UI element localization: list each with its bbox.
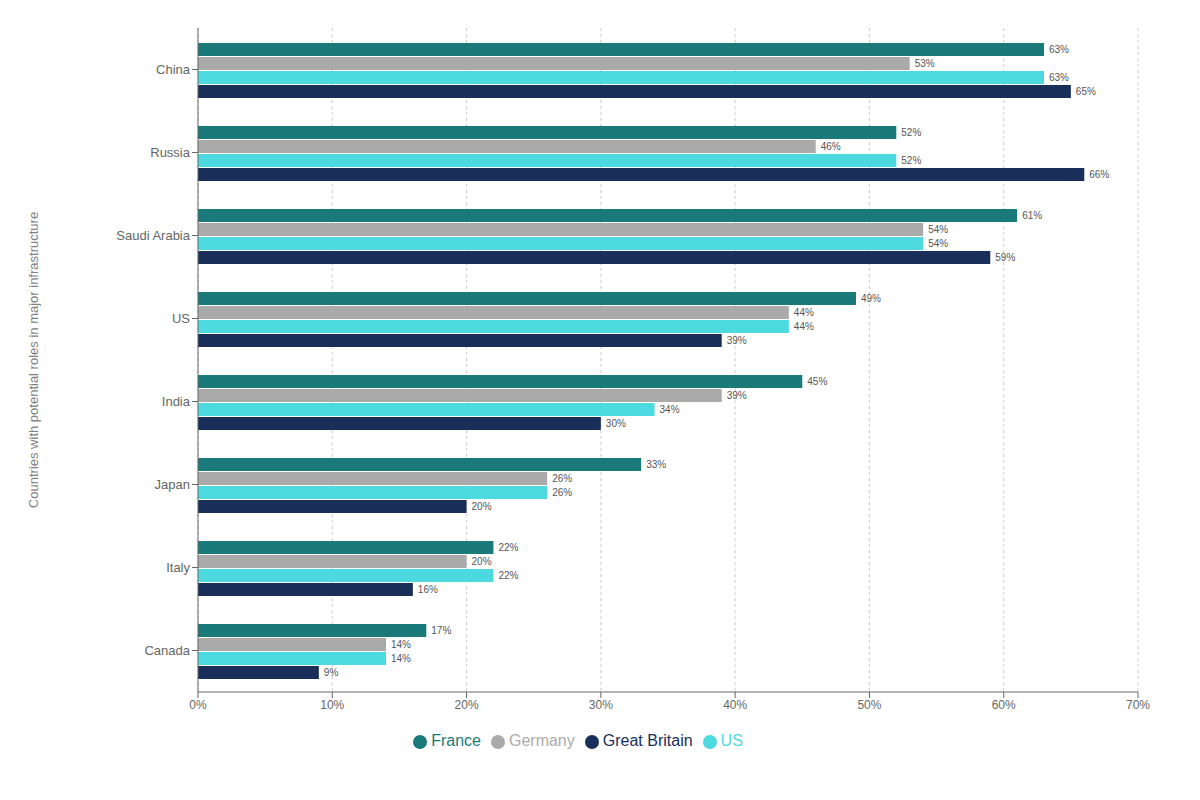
svg-text:26%: 26% bbox=[552, 487, 572, 498]
svg-text:40%: 40% bbox=[723, 698, 747, 712]
svg-text:14%: 14% bbox=[391, 653, 411, 664]
svg-text:70%: 70% bbox=[1126, 698, 1150, 712]
svg-text:9%: 9% bbox=[324, 667, 339, 678]
svg-text:20%: 20% bbox=[472, 501, 492, 512]
svg-text:Canada: Canada bbox=[144, 643, 190, 658]
svg-text:39%: 39% bbox=[727, 335, 747, 346]
svg-text:20%: 20% bbox=[455, 698, 479, 712]
svg-text:50%: 50% bbox=[857, 698, 881, 712]
svg-text:59%: 59% bbox=[995, 252, 1015, 263]
svg-text:63%: 63% bbox=[1049, 72, 1069, 83]
html-text:Germany: Germany bbox=[509, 732, 575, 749]
svg-text:22%: 22% bbox=[498, 570, 518, 581]
svg-text:16%: 16% bbox=[418, 584, 438, 595]
svg-text:49%: 49% bbox=[861, 293, 881, 304]
svg-text:14%: 14% bbox=[391, 639, 411, 650]
svg-text:30%: 30% bbox=[589, 698, 613, 712]
html-text:France: France bbox=[431, 732, 481, 749]
svg-text:44%: 44% bbox=[794, 307, 814, 318]
svg-text:22%: 22% bbox=[498, 542, 518, 553]
svg-text:Saudi Arabia: Saudi Arabia bbox=[116, 228, 190, 243]
svg-text:61%: 61% bbox=[1022, 210, 1042, 221]
svg-text:44%: 44% bbox=[794, 321, 814, 332]
svg-text:US: US bbox=[172, 311, 190, 326]
svg-text:52%: 52% bbox=[901, 127, 921, 138]
svg-text:India: India bbox=[162, 394, 191, 409]
svg-text:Countries with potential roles: Countries with potential roles in major … bbox=[26, 212, 41, 508]
svg-text:Italy: Italy bbox=[166, 560, 190, 575]
svg-text:39%: 39% bbox=[727, 390, 747, 401]
svg-text:33%: 33% bbox=[646, 459, 666, 470]
svg-text:65%: 65% bbox=[1076, 86, 1096, 97]
svg-text:66%: 66% bbox=[1089, 169, 1109, 180]
svg-text:34%: 34% bbox=[660, 404, 680, 415]
svg-text:10%: 10% bbox=[320, 698, 344, 712]
svg-text:54%: 54% bbox=[928, 238, 948, 249]
svg-text:53%: 53% bbox=[915, 58, 935, 69]
svg-text:60%: 60% bbox=[992, 698, 1016, 712]
svg-text:30%: 30% bbox=[606, 418, 626, 429]
svg-text:52%: 52% bbox=[901, 155, 921, 166]
svg-text:0%: 0% bbox=[189, 698, 207, 712]
svg-text:46%: 46% bbox=[821, 141, 841, 152]
svg-text:20%: 20% bbox=[472, 556, 492, 567]
svg-text:17%: 17% bbox=[431, 625, 451, 636]
svg-text:26%: 26% bbox=[552, 473, 572, 484]
svg-text:63%: 63% bbox=[1049, 44, 1069, 55]
svg-text:Russia: Russia bbox=[150, 145, 191, 160]
svg-text:China: China bbox=[156, 62, 191, 77]
svg-text:45%: 45% bbox=[807, 376, 827, 387]
svg-text:Japan: Japan bbox=[155, 477, 190, 492]
svg-text:54%: 54% bbox=[928, 224, 948, 235]
html-text:Great Britain: Great Britain bbox=[602, 732, 693, 749]
html-text:US: US bbox=[720, 732, 743, 749]
